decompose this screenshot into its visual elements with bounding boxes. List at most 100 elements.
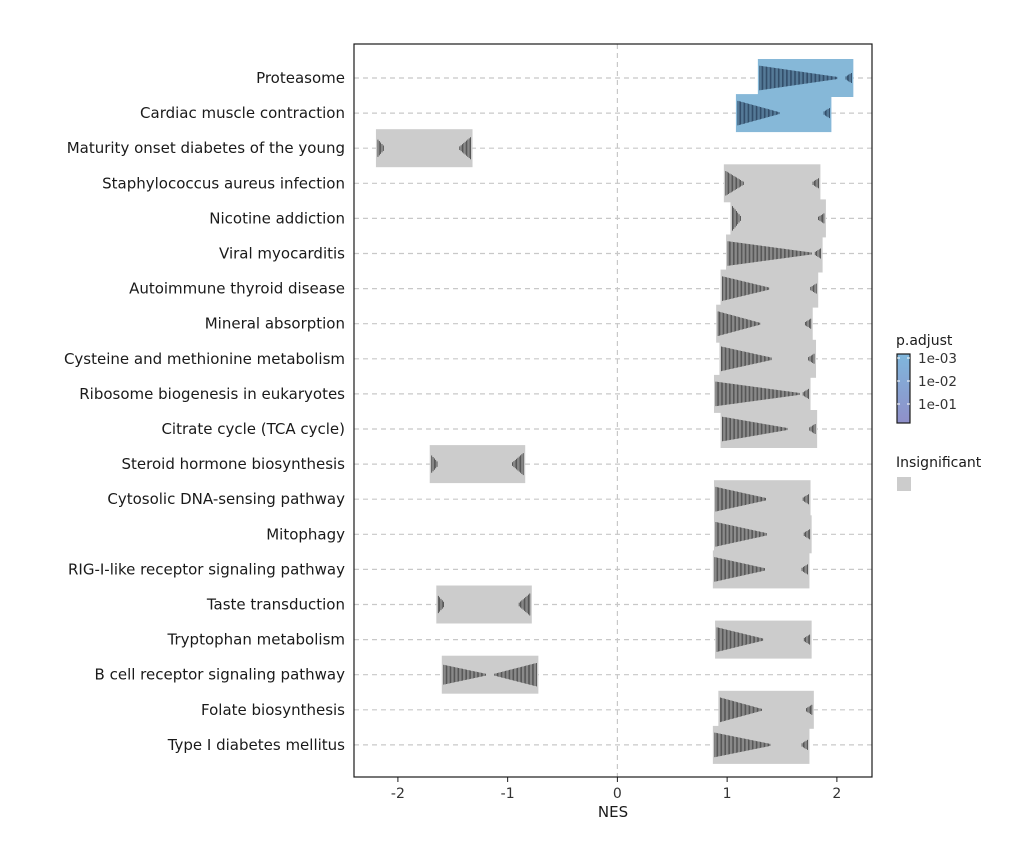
ridge-9 (719, 339, 817, 378)
plot-panel-border (353, 43, 873, 778)
pathway-label: Cardiac muscle contraction (140, 104, 345, 122)
ridge-3 (375, 129, 473, 168)
pathway-label: Taste transduction (206, 596, 345, 614)
ridge-box (429, 445, 526, 484)
pathway-label: B cell receptor signaling pathway (95, 666, 346, 684)
colorbar-label: 1e-03 (918, 351, 957, 367)
ridge-layer (375, 59, 854, 764)
ridge-ticks (759, 65, 852, 91)
ridge-14 (713, 515, 812, 554)
ridge-ticks (727, 241, 822, 266)
pathway-label: Type I diabetes mellitus (167, 736, 345, 754)
ridge-ticks (717, 311, 812, 336)
ridge-box (715, 620, 812, 659)
pathway-label: Ribosome biogenesis in eukaryotes (79, 385, 345, 403)
ridge-box (718, 690, 814, 729)
ridge-ticks (377, 137, 471, 160)
ridge-ticks (437, 593, 531, 616)
ridge-box (735, 94, 832, 133)
pathway-label: Mitophagy (266, 525, 345, 543)
ridge-box (712, 725, 810, 764)
pathway-label: Maturity onset diabetes of the young (67, 139, 345, 157)
pathway-label: Staphylococcus aureus infection (102, 174, 345, 192)
ridge-2 (735, 94, 832, 133)
ridge-ticks (722, 416, 816, 442)
x-tick-label: 2 (832, 786, 841, 802)
ridge-ticks (732, 206, 825, 231)
ridge-box (713, 374, 811, 413)
ridge-box (712, 550, 810, 589)
ridge-box (713, 480, 811, 519)
x-tick-label: 0 (613, 786, 622, 802)
ridge-ticks (737, 100, 830, 126)
ridge-ticks (714, 732, 808, 758)
ridge-ticks (725, 171, 819, 196)
pathway-label: Mineral absorption (205, 315, 345, 333)
ridge-box (713, 515, 812, 554)
ridge-ticks (431, 453, 524, 476)
colorbar-label: 1e-02 (918, 374, 957, 390)
ridge-16 (436, 585, 532, 624)
ridge-15 (712, 550, 810, 589)
pathway-label: Steroid hormone biosynthesis (122, 455, 346, 473)
colorbar-ticks: 1e-03 1e-02 1e-01 (897, 351, 957, 413)
colorbar (896, 353, 911, 424)
pathway-label: Folate biosynthesis (201, 701, 345, 719)
ridge-ticks (715, 522, 811, 547)
ridge-4 (723, 164, 821, 203)
ridge-box (723, 164, 821, 203)
ridge-ticks (715, 486, 809, 512)
ridge-box (441, 655, 539, 694)
pathway-label: Nicotine addiction (209, 209, 345, 227)
ridge-ticks (722, 276, 817, 301)
ridge-13 (713, 480, 811, 519)
insignificant-legend-key (897, 477, 911, 491)
x-tick-label: -1 (501, 786, 515, 802)
ridge-ticks (714, 557, 808, 582)
ridge-ticks (719, 697, 813, 723)
ridge-ticks (443, 663, 537, 687)
ridge-1 (757, 59, 854, 97)
ridge-box (720, 410, 818, 448)
y-axis-labels: Proteasome Cardiac muscle contraction Matu… (64, 69, 345, 754)
pathway-label: Tryptophan metabolism (167, 631, 345, 649)
ridge-8 (716, 304, 813, 343)
ridge-box (720, 269, 819, 308)
ridge-19 (718, 690, 814, 729)
ridge-box (716, 304, 813, 343)
pathway-label: Cysteine and methionine metabolism (64, 350, 345, 368)
pathway-label: Cytosolic DNA-sensing pathway (107, 490, 345, 508)
pathway-label: Viral myocarditis (219, 245, 345, 263)
colorbar-label: 1e-01 (918, 397, 957, 413)
ridge-10 (713, 374, 811, 413)
ridge-box (726, 234, 823, 273)
ridge-box (719, 339, 817, 378)
x-tick-label: -2 (391, 786, 405, 802)
pathway-label: Autoimmune thyroid disease (129, 280, 345, 298)
ridge-6 (726, 234, 823, 273)
ridge-17 (715, 620, 812, 659)
ridge-12 (429, 445, 526, 484)
ridge-11 (720, 410, 818, 448)
legend-title: p.adjust (896, 333, 953, 349)
ridge-box (730, 199, 826, 238)
ridge-ticks (716, 627, 811, 652)
legend: p.adjust 1e-03 1e-02 1e-01 Insignificant (896, 333, 982, 491)
ridge-5 (730, 199, 826, 238)
pathway-label: RIG-I-like receptor signaling pathway (68, 560, 345, 578)
insignificant-legend-label: Insignificant (896, 455, 982, 471)
pathway-label: Citrate cycle (TCA cycle) (161, 420, 345, 438)
x-tick-label: 1 (723, 786, 732, 802)
x-axis-title: NES (598, 803, 628, 821)
ridge-18 (441, 655, 539, 694)
ridge-box (757, 59, 854, 97)
ridge-ticks (715, 381, 809, 407)
ridge-20 (712, 725, 810, 764)
ridge-ticks (721, 346, 815, 372)
ridge-7 (720, 269, 819, 308)
x-axis: -2 -1 0 1 2 (391, 777, 841, 802)
ridge-box (436, 585, 532, 624)
pathway-label: Proteasome (256, 69, 345, 87)
ridge-box (375, 129, 473, 168)
